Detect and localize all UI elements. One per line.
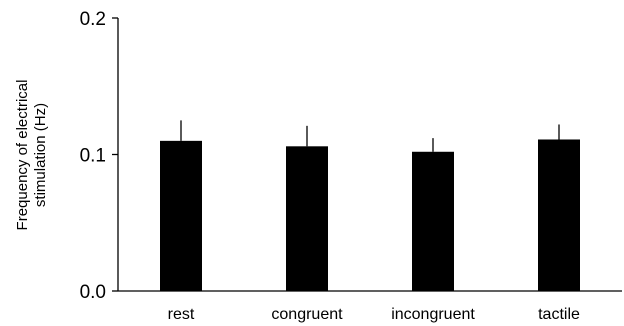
bar-congruent xyxy=(286,146,328,291)
bar-tactile xyxy=(538,139,580,291)
x-category-label: incongruent xyxy=(391,306,475,323)
y-axis-title-line: Frequency of electrical xyxy=(14,80,31,231)
y-tick-label: 0.0 xyxy=(80,282,106,303)
y-axis-title-line: stimulation (Hz) xyxy=(32,103,49,207)
y-tick-label: 0.1 xyxy=(80,146,106,167)
y-tick-label: 0.2 xyxy=(80,9,106,30)
x-category-label: rest xyxy=(168,306,195,323)
x-category-label: congruent xyxy=(271,306,343,323)
y-axis-title: Frequency of electricalstimulation (Hz) xyxy=(14,80,49,231)
labels-layer: 0.0 0.1 0.2 Frequency of electricalstimulat… xyxy=(14,9,580,323)
bar-incongruent xyxy=(412,151,454,291)
bar-rest xyxy=(160,140,202,291)
x-category-label: tactile xyxy=(538,306,580,323)
bars-layer xyxy=(160,120,580,291)
